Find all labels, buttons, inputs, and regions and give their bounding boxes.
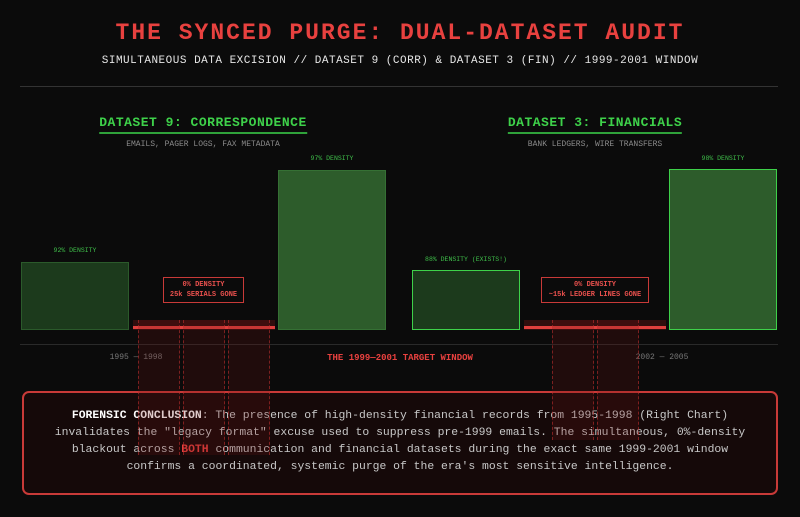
dataset9-gap-line — [133, 326, 275, 329]
divider — [20, 86, 778, 87]
gap-density: 0% DENSITY — [182, 281, 225, 289]
axis-line — [20, 344, 778, 345]
dataset9-after-label: 97% DENSITY — [310, 155, 354, 162]
dataset3-before-bar — [412, 270, 520, 330]
gap-loss: 25k SERIALS GONE — [169, 291, 238, 299]
conclusion-panel: FORENSIC CONCLUSION: The presence of hig… — [22, 391, 778, 495]
dataset3-after-bar — [669, 169, 777, 330]
conclusion-text: : The presence of high-density financial… — [54, 410, 746, 456]
gap-density: 0% DENSITY — [573, 281, 616, 289]
target-window-label: THE 1999—2001 TARGET WINDOW — [327, 353, 473, 363]
dataset3-gap-band — [524, 320, 666, 330]
dataset9-gap-band — [133, 320, 275, 330]
gap-loss: ~15k LEDGER LINES GONE — [548, 291, 642, 299]
dataset9-subtitle: EMAILS, PAGER LOGS, FAX METADATA — [126, 140, 280, 149]
axis-label-right: 2002 — 2005 — [635, 353, 689, 362]
dataset3-gap-label: 0% DENSITY ~15k LEDGER LINES GONE — [541, 277, 649, 303]
dataset3-gap-line — [524, 326, 666, 329]
conclusion-heading: FORENSIC CONCLUSION — [71, 410, 202, 422]
dataset3-after-label: 98% DENSITY — [701, 155, 745, 162]
conclusion-highlight: BOTH — [181, 444, 209, 456]
page-title: THE SYNCED PURGE: DUAL-DATASET AUDIT — [115, 20, 685, 46]
dataset9-after-bar — [278, 170, 386, 330]
dataset9-before-label: 92% DENSITY — [53, 247, 97, 254]
dataset9-gap-label: 0% DENSITY 25k SERIALS GONE — [163, 277, 244, 303]
page-subtitle: SIMULTANEOUS DATA EXCISION // DATASET 9 … — [101, 55, 699, 67]
conclusion-text: communication and financial datasets dur… — [126, 444, 729, 473]
axis-label-left: 1995 — 1998 — [109, 353, 163, 362]
dataset9-title: DATASET 9: CORRESPONDENCE — [99, 115, 307, 134]
dataset3-before-label: 88% DENSITY (EXISTS!) — [425, 256, 507, 263]
dataset3-subtitle: BANK LEDGERS, WIRE TRANSFERS — [527, 140, 663, 149]
dataset9-before-bar — [21, 262, 129, 330]
dataset3-title: DATASET 3: FINANCIALS — [507, 115, 683, 134]
